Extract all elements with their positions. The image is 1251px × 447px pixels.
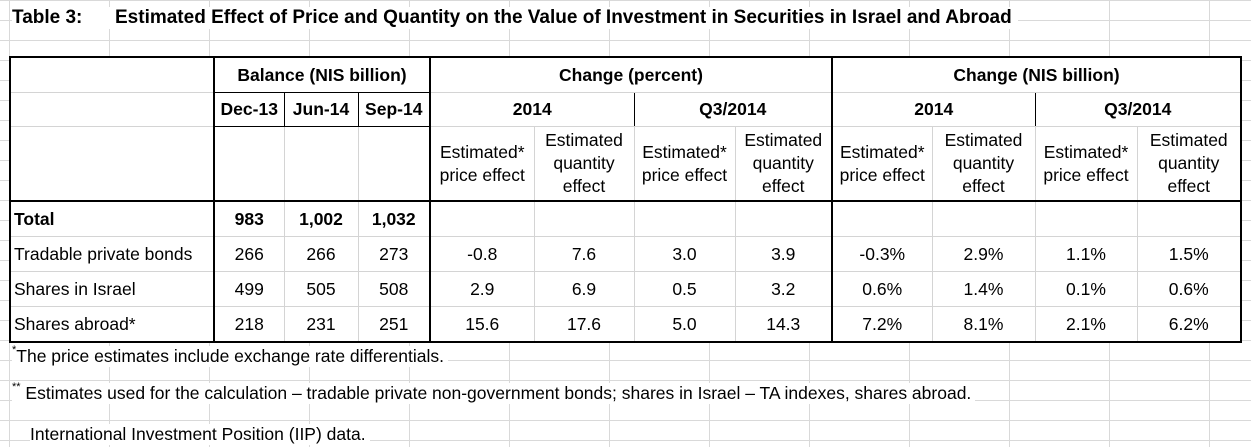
cell: 3.2 <box>734 271 833 307</box>
row-label: Shares abroad* <box>9 306 215 343</box>
cell: 251 <box>357 306 431 343</box>
header-nis-q3-price: Estimated* price effect <box>1034 126 1138 202</box>
header-balance: Balance (NIS billion) <box>213 56 431 93</box>
row-label: Shares in Israel <box>9 271 215 307</box>
cell <box>533 200 635 237</box>
header-nis-2014: 2014 <box>831 92 1036 127</box>
footnote-text-2: Estimates used for the calculation – tra… <box>20 383 972 403</box>
cell: 983 <box>213 200 285 237</box>
footnote-mark-2: ** <box>12 381 21 393</box>
cell: 7.6 <box>533 236 635 272</box>
cell: -0.3% <box>831 236 933 272</box>
header-pct-2014: 2014 <box>429 92 635 127</box>
cell: 15.6 <box>429 306 535 343</box>
header-corner <box>9 56 215 93</box>
table-row: Total 983 1,002 1,032 <box>9 200 1242 237</box>
cell: 218 <box>213 306 285 343</box>
cell: 499 <box>213 271 285 307</box>
cell: 1.5% <box>1136 236 1242 272</box>
cell: 1,002 <box>283 200 359 237</box>
row-label: Tradable private bonds <box>9 236 215 272</box>
row-label: Total <box>9 200 215 237</box>
cell: 2.9 <box>429 271 535 307</box>
cell <box>429 200 535 237</box>
cell: 2.1% <box>1034 306 1138 343</box>
footnote-iip: International Investment Position (IIP) … <box>30 424 370 445</box>
header-pct-q3: Q3/2014 <box>633 92 833 127</box>
cell: 5.0 <box>633 306 736 343</box>
cell <box>931 200 1036 237</box>
cell: 1.1% <box>1034 236 1138 272</box>
cell: 8.1% <box>931 306 1036 343</box>
footnote-price-estimates: *The price estimates include exchange ra… <box>12 344 448 367</box>
cell: 2.9% <box>931 236 1036 272</box>
cell: 14.3 <box>734 306 833 343</box>
cell: 3.9 <box>734 236 833 272</box>
cell: 6.2% <box>1136 306 1242 343</box>
header-row-periods: Dec-13 Jun-14 Sep-14 2014 Q3/2014 2014 Q… <box>9 92 1242 127</box>
cell <box>633 200 736 237</box>
header-sep14: Sep-14 <box>357 92 431 127</box>
table-row: Shares in Israel 499 505 508 2.9 6.9 0.5… <box>9 271 1242 307</box>
cell: 1.4% <box>931 271 1036 307</box>
header-row-groups: Balance (NIS billion) Change (percent) C… <box>9 56 1242 93</box>
cell: 17.6 <box>533 306 635 343</box>
cell <box>1034 200 1138 237</box>
securities-table: Balance (NIS billion) Change (percent) C… <box>9 56 1242 343</box>
header-jun14: Jun-14 <box>283 92 359 127</box>
header-blank-2 <box>283 126 359 202</box>
cell: 266 <box>283 236 359 272</box>
header-change-nis: Change (NIS billion) <box>831 56 1242 93</box>
cell: -0.8 <box>429 236 535 272</box>
cell: 508 <box>357 271 431 307</box>
header-blank-1 <box>213 126 285 202</box>
header-nis-q3: Q3/2014 <box>1034 92 1242 127</box>
header-blank-3 <box>357 126 431 202</box>
cell: 0.5 <box>633 271 736 307</box>
cell: 0.1% <box>1034 271 1138 307</box>
header-pct-2014-price: Estimated* price effect <box>429 126 535 202</box>
header-row-effects: Estimated* price effect Estimated quanti… <box>9 126 1242 202</box>
header-nis-2014-quantity: Estimated quantity effect <box>931 126 1036 202</box>
header-pct-2014-quantity: Estimated quantity effect <box>533 126 635 202</box>
cell: 505 <box>283 271 359 307</box>
cell: 266 <box>213 236 285 272</box>
cell <box>1136 200 1242 237</box>
cell: 273 <box>357 236 431 272</box>
cell <box>831 200 933 237</box>
table-title-text: Estimated Effect of Price and Quantity o… <box>115 7 1012 28</box>
header-dec13: Dec-13 <box>213 92 285 127</box>
cell: 0.6% <box>831 271 933 307</box>
header-corner-2 <box>9 92 215 127</box>
table-title: Table 3: Estimated Effect of Price and Qu… <box>12 7 1018 29</box>
footnote-estimates-used: ** Estimates used for the calculation – … <box>12 381 976 404</box>
header-change-percent: Change (percent) <box>429 56 833 93</box>
cell: 231 <box>283 306 359 343</box>
header-pct-q3-quantity: Estimated quantity effect <box>734 126 833 202</box>
table-number: Table 3: <box>12 7 83 28</box>
cell: 7.2% <box>831 306 933 343</box>
cell: 1,032 <box>357 200 431 237</box>
header-pct-q3-price: Estimated* price effect <box>633 126 736 202</box>
cell: 0.6% <box>1136 271 1242 307</box>
header-nis-q3-quantity: Estimated quantity effect <box>1136 126 1242 202</box>
footnote-text-1: The price estimates include exchange rat… <box>16 346 444 366</box>
table-row: Tradable private bonds 266 266 273 -0.8 … <box>9 236 1242 272</box>
header-corner-3 <box>9 126 215 202</box>
cell <box>734 200 833 237</box>
cell: 6.9 <box>533 271 635 307</box>
cell: 3.0 <box>633 236 736 272</box>
header-nis-2014-price: Estimated* price effect <box>831 126 933 202</box>
table-row: Shares abroad* 218 231 251 15.6 17.6 5.0… <box>9 306 1242 343</box>
footnote-mark-1: * <box>12 344 17 356</box>
